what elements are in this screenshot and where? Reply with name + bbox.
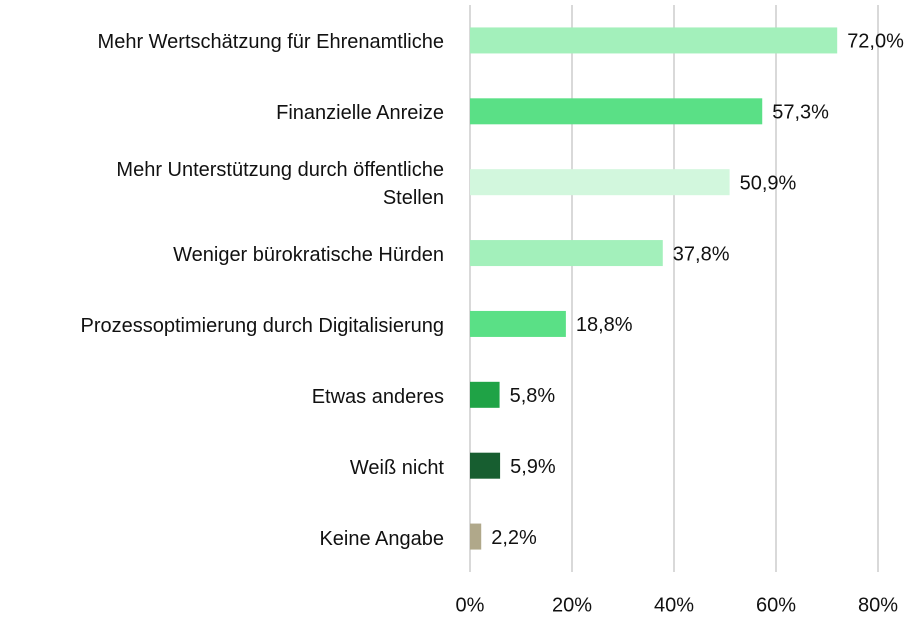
bar [470, 27, 838, 54]
value-label: 37,8% [673, 243, 730, 265]
bar [470, 381, 500, 408]
category-label: Keine Angabe [319, 527, 444, 550]
bar [470, 452, 501, 479]
value-label: 18,8% [576, 314, 633, 336]
bar [470, 169, 730, 196]
category-label: Mehr Wertschätzung für Ehrenamtliche [97, 31, 444, 54]
bar [470, 98, 763, 125]
category-label: Finanzielle Anreize [276, 102, 444, 125]
category-label: Weiß nicht [349, 456, 444, 479]
bar [470, 523, 482, 550]
x-tick-label: 20% [552, 594, 592, 616]
x-tick-label: 60% [756, 594, 796, 616]
x-tick-label: 80% [858, 594, 898, 616]
x-tick-label: 0% [456, 594, 485, 616]
category-label: Prozessoptimierung durch Digitalisierung [80, 314, 444, 337]
bar [470, 310, 566, 337]
category-label: Etwas anderes [311, 385, 444, 408]
value-label: 5,9% [510, 456, 556, 478]
value-label: 50,9% [740, 172, 797, 194]
bar [470, 240, 663, 267]
value-label: 5,8% [510, 385, 556, 407]
value-label: 72,0% [847, 31, 904, 53]
value-label: 2,2% [491, 527, 537, 549]
value-label: 57,3% [772, 102, 829, 124]
x-tick-label: 40% [654, 594, 694, 616]
category-label: Mehr Unterstützung durch öffentliche Ste… [116, 159, 444, 210]
category-label: Weniger bürokratische Hürden [173, 244, 444, 267]
